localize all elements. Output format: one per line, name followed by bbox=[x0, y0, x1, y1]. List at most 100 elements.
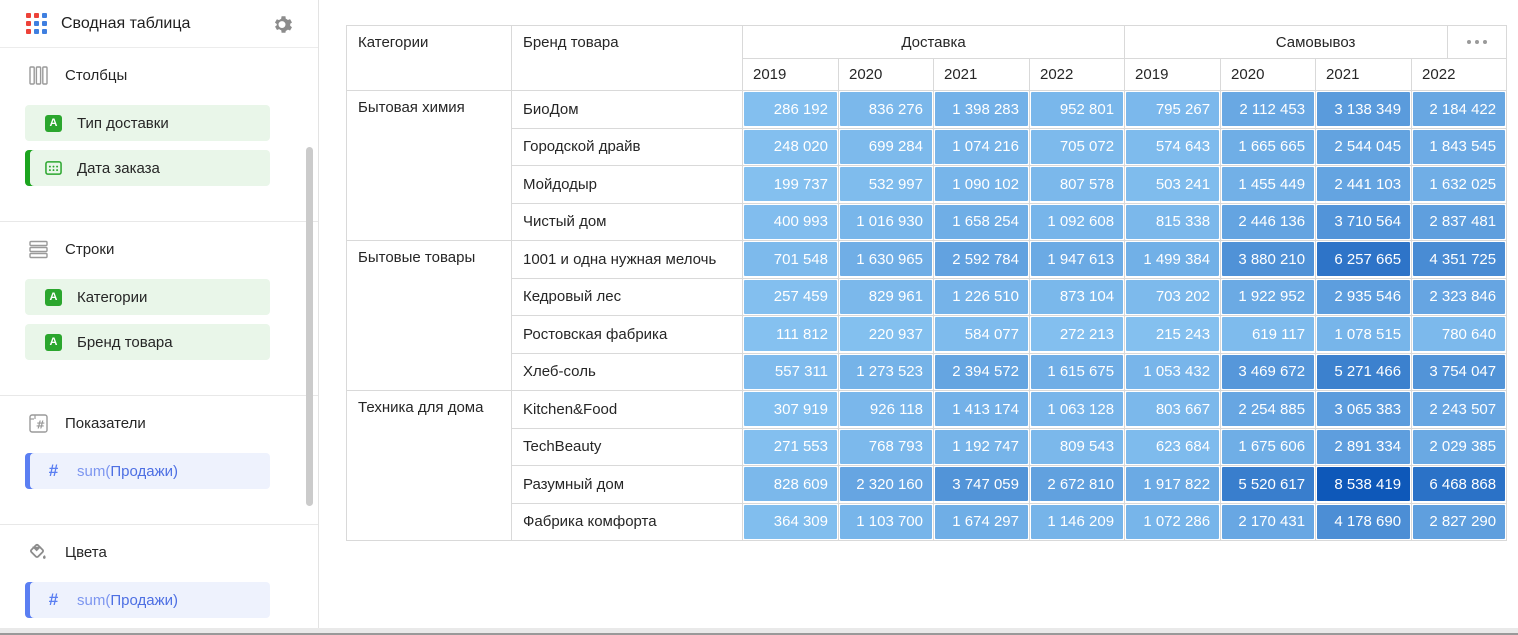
value-cell[interactable]: 220 937 bbox=[838, 315, 934, 354]
brand-cell[interactable]: Кедровый лес bbox=[511, 277, 743, 316]
header-year[interactable]: 2022 bbox=[1028, 58, 1126, 91]
header-categories[interactable]: Категории bbox=[346, 25, 512, 91]
value-cell[interactable]: 271 553 bbox=[742, 427, 839, 466]
brand-cell[interactable]: Городской драйв bbox=[511, 127, 743, 166]
value-cell[interactable]: 803 667 bbox=[1124, 390, 1222, 429]
value-cell[interactable]: 952 801 bbox=[1028, 90, 1126, 129]
value-cell[interactable]: 6 468 868 bbox=[1411, 465, 1508, 504]
value-cell[interactable]: 400 993 bbox=[742, 202, 839, 241]
header-year[interactable]: 2020 bbox=[838, 58, 934, 91]
value-cell[interactable]: 2 446 136 bbox=[1220, 202, 1317, 241]
value-cell[interactable]: 3 469 672 bbox=[1220, 352, 1317, 391]
value-cell[interactable]: 2 672 810 bbox=[1028, 465, 1126, 504]
value-cell[interactable]: 768 793 bbox=[838, 427, 934, 466]
value-cell[interactable]: 111 812 bbox=[742, 315, 839, 354]
value-cell[interactable]: 3 065 383 bbox=[1315, 390, 1413, 429]
value-cell[interactable]: 1 499 384 bbox=[1124, 240, 1222, 279]
value-cell[interactable]: 1 658 254 bbox=[933, 202, 1030, 241]
value-cell[interactable]: 3 747 059 bbox=[933, 465, 1030, 504]
value-cell[interactable]: 809 543 bbox=[1028, 427, 1126, 466]
value-cell[interactable]: 199 737 bbox=[742, 165, 839, 204]
value-cell[interactable]: 623 684 bbox=[1124, 427, 1222, 466]
value-cell[interactable]: 836 276 bbox=[838, 90, 934, 129]
value-cell[interactable]: 3 710 564 bbox=[1315, 202, 1413, 241]
value-cell[interactable]: 4 178 690 bbox=[1315, 502, 1413, 541]
value-cell[interactable]: 1 675 606 bbox=[1220, 427, 1317, 466]
value-cell[interactable]: 2 891 334 bbox=[1315, 427, 1413, 466]
value-cell[interactable]: 364 309 bbox=[742, 502, 839, 541]
value-cell[interactable]: 1 630 965 bbox=[838, 240, 934, 279]
header-year[interactable]: 2021 bbox=[933, 58, 1030, 91]
value-cell[interactable]: 2 441 103 bbox=[1315, 165, 1413, 204]
value-cell[interactable]: 2 320 160 bbox=[838, 465, 934, 504]
field-chip-order-date[interactable]: Дата заказа bbox=[25, 150, 270, 186]
value-cell[interactable]: 1 063 128 bbox=[1028, 390, 1126, 429]
value-cell[interactable]: 1 947 613 bbox=[1028, 240, 1126, 279]
header-brand[interactable]: Бренд товара bbox=[511, 25, 743, 91]
gear-icon[interactable] bbox=[270, 12, 294, 36]
value-cell[interactable]: 1 072 286 bbox=[1124, 502, 1222, 541]
value-cell[interactable]: 1 413 174 bbox=[933, 390, 1030, 429]
value-cell[interactable]: 557 311 bbox=[742, 352, 839, 391]
category-cell[interactable]: Бытовые товары bbox=[346, 240, 512, 391]
field-chip-sum-sales[interactable]: sum(Продажи) bbox=[25, 453, 270, 489]
value-cell[interactable]: 2 544 045 bbox=[1315, 127, 1413, 166]
header-year[interactable]: 2019 bbox=[1124, 58, 1222, 91]
value-cell[interactable]: 215 243 bbox=[1124, 315, 1222, 354]
brand-cell[interactable]: TechBeauty bbox=[511, 427, 743, 466]
value-cell[interactable]: 5 271 466 bbox=[1315, 352, 1413, 391]
category-cell[interactable]: Техника для дома bbox=[346, 390, 512, 541]
value-cell[interactable]: 2 254 885 bbox=[1220, 390, 1317, 429]
value-cell[interactable]: 2 837 481 bbox=[1411, 202, 1508, 241]
brand-cell[interactable]: Разумный дом bbox=[511, 465, 743, 504]
field-chip-delivery-type[interactable]: Тип доставки bbox=[25, 105, 270, 141]
value-cell[interactable]: 2 827 290 bbox=[1411, 502, 1508, 541]
value-cell[interactable]: 1 226 510 bbox=[933, 277, 1030, 316]
value-cell[interactable]: 873 104 bbox=[1028, 277, 1126, 316]
value-cell[interactable]: 1 192 747 bbox=[933, 427, 1030, 466]
value-cell[interactable]: 1 016 930 bbox=[838, 202, 934, 241]
value-cell[interactable]: 1 922 952 bbox=[1220, 277, 1317, 316]
value-cell[interactable]: 705 072 bbox=[1028, 127, 1126, 166]
value-cell[interactable]: 795 267 bbox=[1124, 90, 1222, 129]
value-cell[interactable]: 815 338 bbox=[1124, 202, 1222, 241]
value-cell[interactable]: 2 323 846 bbox=[1411, 277, 1508, 316]
value-cell[interactable]: 1 103 700 bbox=[838, 502, 934, 541]
value-cell[interactable]: 701 548 bbox=[742, 240, 839, 279]
value-cell[interactable]: 3 754 047 bbox=[1411, 352, 1508, 391]
value-cell[interactable]: 4 351 725 bbox=[1411, 240, 1508, 279]
header-year[interactable]: 2021 bbox=[1315, 58, 1413, 91]
value-cell[interactable]: 807 578 bbox=[1028, 165, 1126, 204]
value-cell[interactable]: 532 997 bbox=[838, 165, 934, 204]
value-cell[interactable]: 619 117 bbox=[1220, 315, 1317, 354]
value-cell[interactable]: 1 917 822 bbox=[1124, 465, 1222, 504]
value-cell[interactable]: 6 257 665 bbox=[1315, 240, 1413, 279]
value-cell[interactable]: 1 455 449 bbox=[1220, 165, 1317, 204]
brand-cell[interactable]: БиоДом bbox=[511, 90, 743, 129]
field-chip-categories[interactable]: Категории bbox=[25, 279, 270, 315]
value-cell[interactable]: 780 640 bbox=[1411, 315, 1508, 354]
value-cell[interactable]: 1 074 216 bbox=[933, 127, 1030, 166]
value-cell[interactable]: 574 643 bbox=[1124, 127, 1222, 166]
value-cell[interactable]: 1 843 545 bbox=[1411, 127, 1508, 166]
value-cell[interactable]: 8 538 419 bbox=[1315, 465, 1413, 504]
value-cell[interactable]: 1 674 297 bbox=[933, 502, 1030, 541]
value-cell[interactable]: 1 092 608 bbox=[1028, 202, 1126, 241]
brand-cell[interactable]: Мойдодыр bbox=[511, 165, 743, 204]
value-cell[interactable]: 286 192 bbox=[742, 90, 839, 129]
value-cell[interactable]: 703 202 bbox=[1124, 277, 1222, 316]
value-cell[interactable]: 3 880 210 bbox=[1220, 240, 1317, 279]
value-cell[interactable]: 2 935 546 bbox=[1315, 277, 1413, 316]
value-cell[interactable]: 2 029 385 bbox=[1411, 427, 1508, 466]
value-cell[interactable]: 2 170 431 bbox=[1220, 502, 1317, 541]
widget-menu-button[interactable] bbox=[1447, 25, 1507, 59]
header-year[interactable]: 2022 bbox=[1411, 58, 1508, 91]
value-cell[interactable]: 2 184 422 bbox=[1411, 90, 1508, 129]
value-cell[interactable]: 829 961 bbox=[838, 277, 934, 316]
brand-cell[interactable]: Ростовская фабрика bbox=[511, 315, 743, 354]
value-cell[interactable]: 2 394 572 bbox=[933, 352, 1030, 391]
value-cell[interactable]: 2 592 784 bbox=[933, 240, 1030, 279]
field-chip-brand[interactable]: Бренд товара bbox=[25, 324, 270, 360]
value-cell[interactable]: 307 919 bbox=[742, 390, 839, 429]
value-cell[interactable]: 699 284 bbox=[838, 127, 934, 166]
